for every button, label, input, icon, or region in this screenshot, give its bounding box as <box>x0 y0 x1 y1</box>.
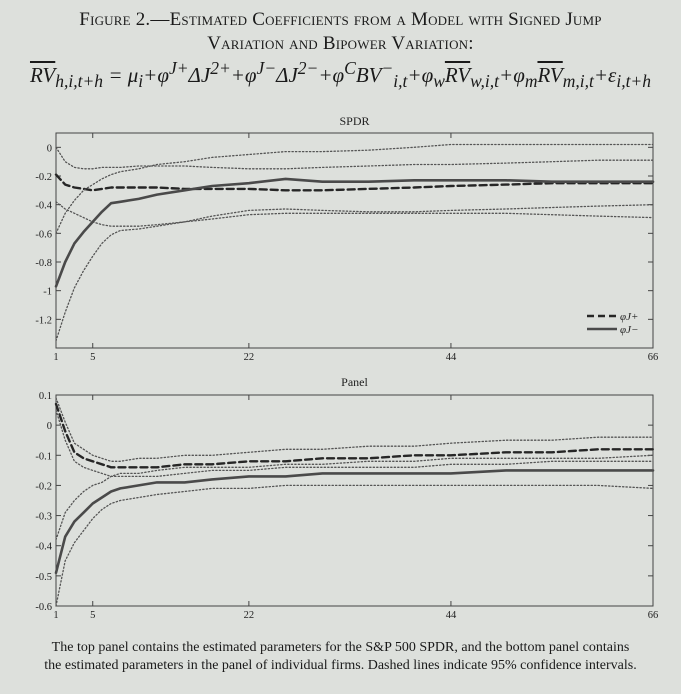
series-line <box>55 201 654 227</box>
figure-title-line2: Variation and Bipower Variation: <box>207 33 474 54</box>
legend-label: φJ− <box>620 324 638 336</box>
y-tick-label: -0.8 <box>35 258 52 269</box>
firm-panel: Panel 0.1 0 -0.1 -0.2 -0.3 -0.4 -0.5 -0.61 5 22 44 6… <box>35 375 658 621</box>
y-tick-label: -0.4 <box>35 542 52 553</box>
legend-label: φJ+ <box>620 311 638 323</box>
caption-line1: The top panel contains the estimated par… <box>51 640 630 655</box>
x-tick-label: 66 <box>648 352 659 363</box>
x-tick-label: 5 <box>90 352 95 363</box>
y-tick-label: -1.2 <box>35 315 52 326</box>
panel-title: SPDR <box>339 114 369 128</box>
y-tick-label: -0.6 <box>35 602 52 613</box>
series-line <box>54 177 655 288</box>
figure-caption: The top panel contains the estimated par… <box>0 639 681 675</box>
series-line <box>55 484 654 607</box>
x-tick-label: 66 <box>648 610 659 621</box>
y-tick-label: -0.2 <box>35 172 52 183</box>
series-line <box>55 146 654 170</box>
y-tick-label: -0.6 <box>35 229 52 240</box>
series-line <box>54 469 655 575</box>
series-line <box>55 397 654 462</box>
panel-title: Panel <box>341 375 368 389</box>
model-formula: RVh,i,t+h = μi+φJ+ΔJ2++φJ−ΔJ2−+φCBV−i,t+… <box>29 58 651 92</box>
figure-title-line1: Figure 2.—Estimated Coefficients from a … <box>79 9 602 30</box>
x-tick-label: 22 <box>244 352 255 363</box>
y-tick-label: -1 <box>43 287 52 298</box>
y-tick-label: -0.5 <box>35 572 52 583</box>
y-tick-label: -0.2 <box>35 481 52 492</box>
y-tick-label: -0.4 <box>35 201 52 212</box>
series-line <box>54 402 655 469</box>
series-line <box>55 454 654 541</box>
y-tick-label: 0 <box>47 421 52 432</box>
y-tick-label: 0.1 <box>39 391 52 402</box>
spdr-panel: SPDR 0 -0.2 -0.4 -0.6 -0.8 -1 -1.2 1 5 22 44 66 φJ+φJ… <box>35 114 658 363</box>
series-line <box>55 143 654 234</box>
plot-frame <box>55 394 654 607</box>
x-tick-label: 44 <box>446 610 457 621</box>
x-tick-label: 1 <box>53 352 58 363</box>
y-tick-label: 0 <box>47 143 52 154</box>
x-tick-label: 5 <box>90 610 95 621</box>
x-tick-label: 1 <box>53 610 58 621</box>
figure-title: Figure 2.—Estimated Coefficients from a … <box>0 8 681 56</box>
y-tick-label: -0.1 <box>35 451 52 462</box>
plot-frame <box>55 132 654 349</box>
x-tick-label: 22 <box>244 610 255 621</box>
y-tick-label: -0.3 <box>35 512 52 523</box>
series-line <box>55 212 654 342</box>
caption-line2: the estimated parameters in the panel of… <box>44 658 637 673</box>
series-line <box>55 409 654 478</box>
x-tick-label: 44 <box>446 352 457 363</box>
